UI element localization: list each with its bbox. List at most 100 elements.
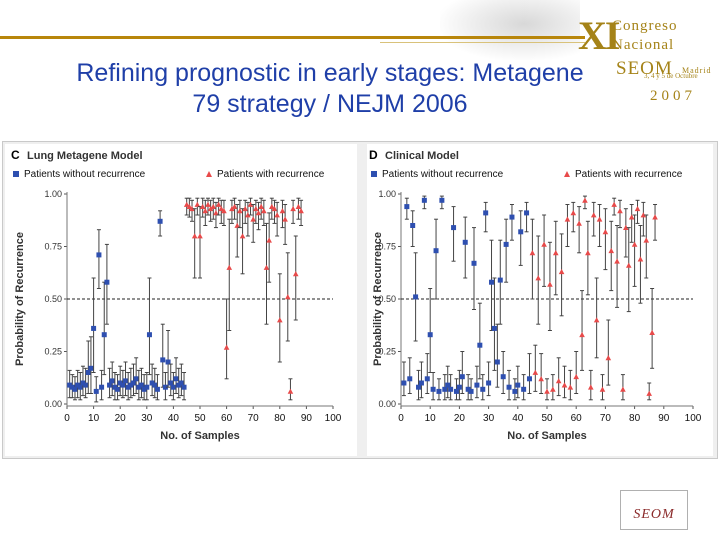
panel-d-point-recurrence	[535, 275, 542, 281]
panel-d-point-no-recurrence	[491, 325, 497, 331]
panel-d-point-no-recurrence	[424, 376, 430, 382]
panel-d-point-recurrence	[547, 281, 553, 287]
panel-c-xtick-label: 50	[194, 413, 206, 424]
panel-c-point-recurrence	[277, 317, 283, 323]
header-rule-thin	[380, 42, 585, 43]
panel-d-background	[367, 144, 713, 456]
panel-c-point-no-recurrence	[128, 382, 134, 388]
panel-c-xtick-label: 80	[274, 413, 286, 424]
panel-d-point-recurrence	[637, 256, 644, 262]
panel-c-point-recurrence	[199, 203, 206, 209]
panel-c-xtick-label: 0	[64, 413, 70, 424]
panel-c-point-recurrence	[253, 205, 259, 212]
panel-d-point-recurrence	[538, 376, 544, 382]
panel-c-point-recurrence	[239, 233, 246, 239]
panel-c-xlabel: No. of Samples	[160, 430, 239, 442]
panel-d-point-no-recurrence	[506, 384, 512, 390]
panel-c-point-recurrence	[183, 201, 190, 207]
header-decoration	[440, 0, 580, 60]
panel-d-point-no-recurrence	[439, 197, 445, 203]
panel-c-point-no-recurrence	[72, 386, 78, 392]
panel-c-point-no-recurrence	[165, 359, 171, 365]
logo-dates: 3, 4 y 5 de Octubre	[644, 72, 698, 80]
panel-c-point-recurrence	[226, 264, 233, 270]
panel-c-point-recurrence	[231, 203, 238, 209]
panel-d-point-recurrence	[579, 331, 585, 338]
panel-c-point-recurrence	[229, 205, 235, 212]
panel-d-point-recurrence	[614, 258, 620, 264]
panel-d-legend-marker-recurrence	[564, 171, 570, 177]
panel-d-point-no-recurrence	[515, 382, 521, 388]
panel-c-point-no-recurrence	[170, 384, 176, 390]
panel-d-ylabel: Probability of Recurrence	[372, 232, 384, 366]
panel-c-point-recurrence	[237, 208, 243, 214]
panel-d-point-recurrence	[573, 373, 579, 380]
panel-c-point-no-recurrence	[131, 380, 136, 386]
panel-c-point-recurrence	[282, 216, 288, 222]
panel-c-point-no-recurrence	[125, 384, 131, 390]
panel-d-point-recurrence	[529, 250, 536, 256]
panel-c-point-no-recurrence	[146, 332, 152, 338]
panel-d-point-no-recurrence	[448, 386, 454, 392]
seom-footer-logo-text: SEOM	[633, 507, 675, 522]
panel-d-point-no-recurrence	[497, 277, 503, 283]
panel-d-point-no-recurrence	[512, 388, 518, 394]
panel-d-point-recurrence	[625, 262, 632, 268]
panel-d-point-recurrence	[541, 241, 547, 247]
panel-d-point-no-recurrence	[471, 260, 477, 266]
panel-d-point-recurrence	[544, 388, 550, 394]
panel-c-xtick-label: 100	[325, 413, 342, 424]
panel-d-point-recurrence	[649, 329, 655, 335]
panel-d-legend-no-recurrence: Patients without recurrence	[382, 169, 504, 180]
panel-c-xtick-label: 70	[248, 413, 260, 424]
panel-d-point-recurrence	[588, 384, 594, 390]
panel-d-point-no-recurrence	[459, 374, 465, 380]
slide-title-line-1: Refining prognostic in early stages: Met…	[76, 59, 584, 87]
panel-d-xtick-label: 30	[483, 413, 495, 424]
panel-d-point-no-recurrence	[521, 386, 527, 392]
panel-d-point-no-recurrence	[526, 376, 532, 382]
panel-d-legend-marker-no-recurrence	[371, 171, 377, 177]
panel-c-point-recurrence	[271, 205, 278, 212]
panel-c-xtick-label: 20	[115, 413, 127, 424]
panel-c-point-no-recurrence	[133, 376, 139, 382]
panel-d-point-recurrence	[590, 212, 597, 218]
panel-c-ylabel: Probability of Recurrence	[14, 232, 26, 366]
panel-c-point-recurrence	[274, 212, 280, 218]
panel-d-point-recurrence	[652, 214, 658, 220]
panel-d-point-no-recurrence	[404, 204, 410, 210]
panel-c-point-no-recurrence	[144, 384, 150, 390]
panel-c-point-no-recurrence	[75, 382, 81, 388]
panel-d-point-recurrence	[646, 390, 652, 396]
panel-d-title: Clinical Model	[385, 150, 459, 162]
logo-city: Madrid	[682, 66, 712, 75]
panel-d-point-no-recurrence	[489, 279, 495, 285]
panel-c-point-recurrence	[202, 208, 209, 214]
panel-c-point-recurrence	[247, 201, 254, 207]
slide-title: Refining prognostic in early stages: Met…	[0, 58, 720, 120]
panel-c-point-no-recurrence	[104, 279, 110, 285]
panel-c-point-recurrence	[210, 203, 217, 209]
panel-d-point-no-recurrence	[480, 386, 486, 392]
panel-d-point-no-recurrence	[486, 380, 492, 386]
panel-c-point-no-recurrence	[80, 380, 86, 386]
panel-c-xtick-label: 90	[301, 413, 313, 424]
panel-d-point-recurrence	[552, 250, 559, 256]
panel-c-point-recurrence	[223, 344, 230, 350]
panel-d-ytick-label: 0.75	[378, 242, 396, 252]
panel-c-point-no-recurrence	[141, 386, 147, 392]
panel-d-point-recurrence	[570, 210, 577, 216]
panel-c-point-no-recurrence	[162, 384, 168, 390]
panel-d-point-recurrence	[596, 216, 603, 222]
panel-c-point-recurrence	[207, 205, 214, 212]
panel-c-point-recurrence	[287, 388, 294, 394]
panel-c-point-recurrence	[279, 208, 286, 214]
header-rule	[0, 36, 585, 39]
panel-d-point-no-recurrence	[436, 388, 442, 394]
panel-c-point-no-recurrence	[109, 378, 115, 384]
panel-c-xtick-label: 60	[221, 413, 233, 424]
panel-c-point-recurrence	[189, 205, 195, 212]
panel-d-point-no-recurrence	[418, 380, 424, 386]
panel-d-ytick-label: 0.25	[378, 347, 396, 357]
panel-c-point-no-recurrence	[181, 384, 187, 390]
